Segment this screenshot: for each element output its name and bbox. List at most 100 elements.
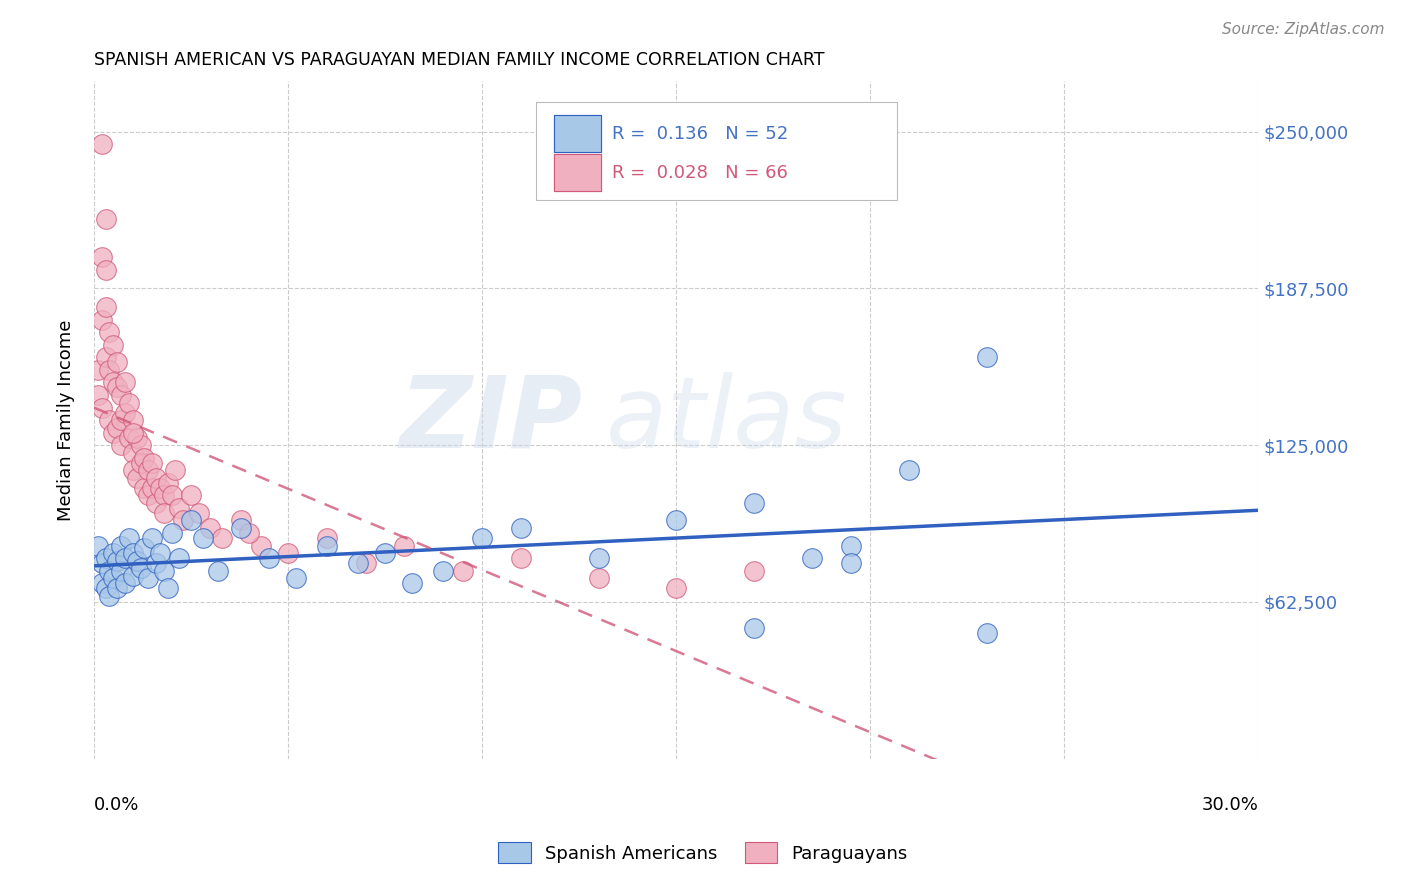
- Point: [90, 312, 112, 326]
- Text: 30.0%: 30.0%: [1202, 796, 1258, 814]
- Point: [347, 556, 370, 570]
- Point: [510, 521, 533, 535]
- Point: [136, 463, 159, 477]
- Point: [110, 564, 132, 578]
- FancyBboxPatch shape: [554, 153, 600, 191]
- Point: [169, 551, 191, 566]
- Point: [94, 581, 117, 595]
- Point: [103, 338, 125, 352]
- Point: [145, 556, 167, 570]
- Point: [94, 351, 117, 365]
- FancyBboxPatch shape: [537, 102, 897, 200]
- Point: [169, 500, 191, 515]
- Point: [121, 546, 143, 560]
- Text: SPANISH AMERICAN VS PARAGUAYAN MEDIAN FAMILY INCOME CORRELATION CHART: SPANISH AMERICAN VS PARAGUAYAN MEDIAN FA…: [94, 51, 824, 69]
- Point: [394, 539, 416, 553]
- Point: [145, 496, 167, 510]
- Point: [374, 546, 396, 560]
- Point: [121, 445, 143, 459]
- Point: [118, 431, 141, 445]
- Point: [401, 576, 423, 591]
- Point: [231, 513, 253, 527]
- Point: [172, 513, 194, 527]
- Point: [187, 506, 209, 520]
- Point: [98, 363, 121, 377]
- Point: [976, 351, 998, 365]
- Point: [121, 425, 143, 440]
- Point: [94, 262, 117, 277]
- Text: R =  0.028   N = 66: R = 0.028 N = 66: [612, 164, 787, 182]
- Y-axis label: Median Family Income: Median Family Income: [58, 319, 75, 521]
- Point: [87, 363, 110, 377]
- Point: [110, 438, 132, 452]
- Point: [238, 526, 260, 541]
- Point: [103, 546, 125, 560]
- Point: [149, 546, 172, 560]
- Point: [191, 531, 214, 545]
- Point: [801, 551, 824, 566]
- Point: [98, 325, 121, 339]
- Point: [153, 488, 176, 502]
- Point: [211, 531, 233, 545]
- Point: [110, 413, 132, 427]
- Point: [129, 438, 152, 452]
- Point: [160, 488, 183, 502]
- Point: [136, 571, 159, 585]
- Legend: Spanish Americans, Paraguayans: Spanish Americans, Paraguayans: [489, 833, 917, 872]
- Point: [94, 212, 117, 227]
- Point: [471, 531, 494, 545]
- Point: [118, 531, 141, 545]
- Point: [588, 551, 610, 566]
- Point: [665, 581, 688, 595]
- Point: [432, 564, 454, 578]
- Text: Source: ZipAtlas.com: Source: ZipAtlas.com: [1222, 22, 1385, 37]
- Point: [105, 553, 128, 567]
- Point: [90, 576, 112, 591]
- Point: [125, 553, 148, 567]
- Point: [156, 475, 179, 490]
- Point: [160, 526, 183, 541]
- Point: [277, 546, 299, 560]
- Point: [976, 626, 998, 640]
- Point: [250, 539, 273, 553]
- Point: [134, 481, 156, 495]
- Point: [354, 556, 377, 570]
- Point: [136, 488, 159, 502]
- Point: [134, 450, 156, 465]
- Point: [180, 513, 202, 527]
- Point: [129, 561, 152, 575]
- Point: [90, 137, 112, 152]
- Point: [103, 425, 125, 440]
- Point: [510, 551, 533, 566]
- Point: [90, 250, 112, 264]
- Point: [125, 431, 148, 445]
- Text: ZIP: ZIP: [401, 372, 583, 468]
- Point: [125, 471, 148, 485]
- Point: [742, 564, 765, 578]
- Point: [145, 471, 167, 485]
- Point: [141, 531, 163, 545]
- Point: [98, 589, 121, 603]
- FancyBboxPatch shape: [554, 115, 600, 153]
- Point: [105, 380, 128, 394]
- Point: [141, 481, 163, 495]
- Point: [742, 496, 765, 510]
- Point: [451, 564, 474, 578]
- Point: [121, 463, 143, 477]
- Point: [165, 463, 187, 477]
- Point: [110, 388, 132, 402]
- Point: [153, 506, 176, 520]
- Text: atlas: atlas: [606, 372, 848, 468]
- Point: [114, 551, 136, 566]
- Point: [110, 539, 132, 553]
- Point: [118, 395, 141, 409]
- Point: [129, 456, 152, 470]
- Point: [94, 551, 117, 566]
- Point: [114, 376, 136, 390]
- Point: [98, 564, 121, 578]
- Point: [114, 576, 136, 591]
- Point: [315, 539, 337, 553]
- Point: [105, 581, 128, 595]
- Point: [284, 571, 307, 585]
- Point: [231, 521, 253, 535]
